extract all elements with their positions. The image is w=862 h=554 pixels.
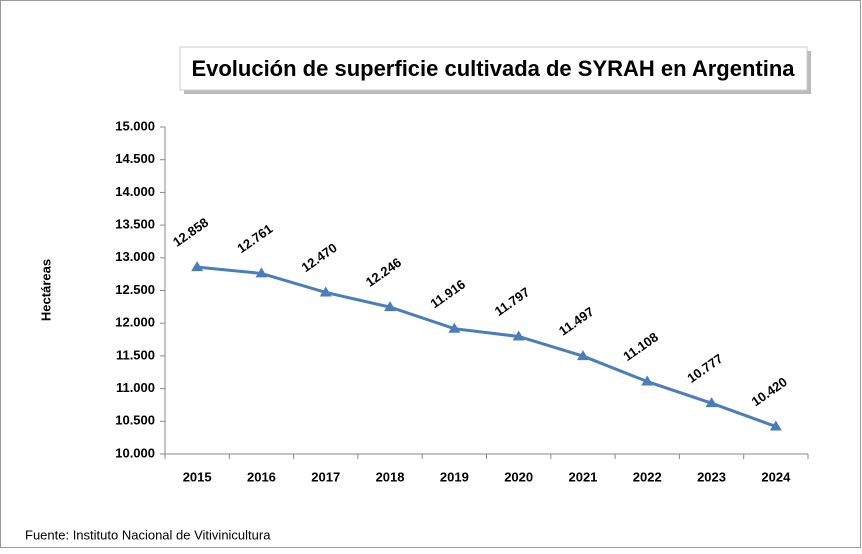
x-tick-label: 2024 <box>761 469 791 484</box>
y-tick-label: 14.500 <box>115 151 155 166</box>
marker <box>255 267 268 278</box>
marker <box>191 261 204 272</box>
marker <box>448 322 461 333</box>
marker <box>769 420 782 431</box>
x-tick-label: 2017 <box>311 469 340 484</box>
y-tick-label: 12.500 <box>115 282 155 297</box>
source: Fuente: Instituto Nacional de Vitivinicu… <box>25 527 271 542</box>
y-tick-label: 11.500 <box>116 347 155 362</box>
x-tick-label: 2018 <box>376 469 405 484</box>
y-tick-label: 14.000 <box>115 184 155 199</box>
marker <box>705 397 718 408</box>
marker <box>576 350 589 361</box>
x-tick-label: 2019 <box>440 469 469 484</box>
y-tick-label: 13.000 <box>115 249 155 264</box>
y-tick-label: 10.000 <box>115 445 155 460</box>
marker <box>641 375 654 386</box>
title-box <box>179 46 808 91</box>
y-tick-label: 13.500 <box>115 217 155 232</box>
line <box>197 265 777 428</box>
y-tick-label: 12.000 <box>115 315 155 330</box>
chart-title: Evolución de superficie cultivada de SYR… <box>191 56 795 81</box>
x-tick-label: 2020 <box>504 469 533 484</box>
x-tick-label: 2022 <box>633 469 662 484</box>
y-axis-label: Hectáreas <box>38 259 53 321</box>
y-tick-label: 11.000 <box>116 380 155 395</box>
marker <box>384 301 397 312</box>
marker <box>512 330 525 341</box>
x-tick-label: 2023 <box>697 469 726 484</box>
x-tick-label: 2016 <box>247 469 276 484</box>
marker <box>319 286 332 297</box>
x-tick-label: 2015 <box>183 469 212 484</box>
x-tick-label: 2021 <box>568 469 597 484</box>
y-tick-label: 15.000 <box>115 118 155 133</box>
y-tick-label: 10.500 <box>115 413 155 428</box>
